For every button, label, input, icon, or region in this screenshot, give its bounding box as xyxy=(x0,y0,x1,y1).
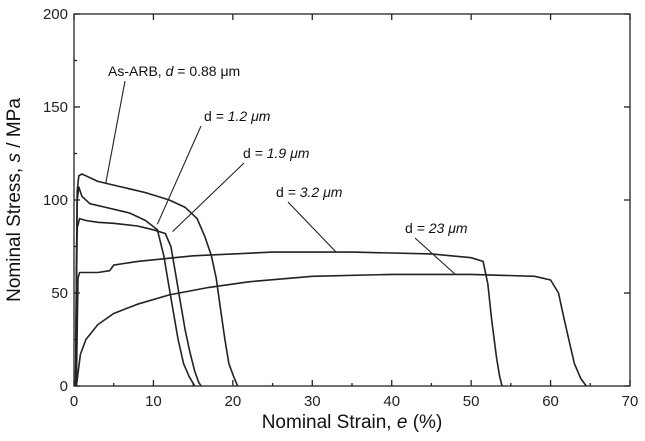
annotation-label-4: d = 23 μm xyxy=(405,220,468,236)
x-tick-label: 70 xyxy=(622,393,639,410)
x-tick-label: 20 xyxy=(225,393,242,410)
x-tick-label: 10 xyxy=(145,393,162,410)
series-line-0 xyxy=(74,173,239,387)
y-tick-label: 50 xyxy=(51,285,68,302)
annotation-leader-2 xyxy=(172,162,245,233)
annotation-label-0: As-ARB, d = 0.88 μm xyxy=(108,63,240,79)
y-tick-label: 150 xyxy=(43,99,68,116)
annotation-label-3: d = 3.2 μm xyxy=(276,184,343,200)
x-axis-title: Nominal Strain, e (%) xyxy=(262,412,443,433)
annotation-leader-0 xyxy=(105,80,126,184)
annotation-label-1: d = 1.2 μm xyxy=(204,108,271,124)
curves xyxy=(74,173,587,387)
series-line-3 xyxy=(75,251,503,387)
series-line-1 xyxy=(74,186,196,387)
x-tick-label: 50 xyxy=(463,393,480,410)
annotation-leader-1 xyxy=(156,125,202,225)
y-tick-label: 0 xyxy=(60,378,68,395)
x-tick-label: 30 xyxy=(304,393,321,410)
annotations: As-ARB, d = 0.88 μm d = 1.2 μm d = 1.9 μm d… xyxy=(105,63,468,275)
y-tick-label: 200 xyxy=(43,6,68,23)
series-line-4 xyxy=(75,273,587,387)
x-tick-label: 60 xyxy=(542,393,559,410)
axis-titles: Nominal Strain, e (%) Nominal Stress, s /… xyxy=(4,98,442,433)
x-tick-label: 0 xyxy=(70,393,78,410)
annotation-leader-3 xyxy=(287,201,337,253)
y-axis-title: Nominal Stress, s / MPa xyxy=(4,98,25,302)
annotation-label-2: d = 1.9 μm xyxy=(243,145,310,161)
y-tick-label: 100 xyxy=(43,192,68,209)
series-line-2 xyxy=(74,217,202,387)
annotation-leader-4 xyxy=(414,237,456,275)
axis-ticks: 0 10 20 30 40 50 60 70 0 50 100 150 200 xyxy=(43,6,638,410)
x-tick-label: 40 xyxy=(383,393,400,410)
